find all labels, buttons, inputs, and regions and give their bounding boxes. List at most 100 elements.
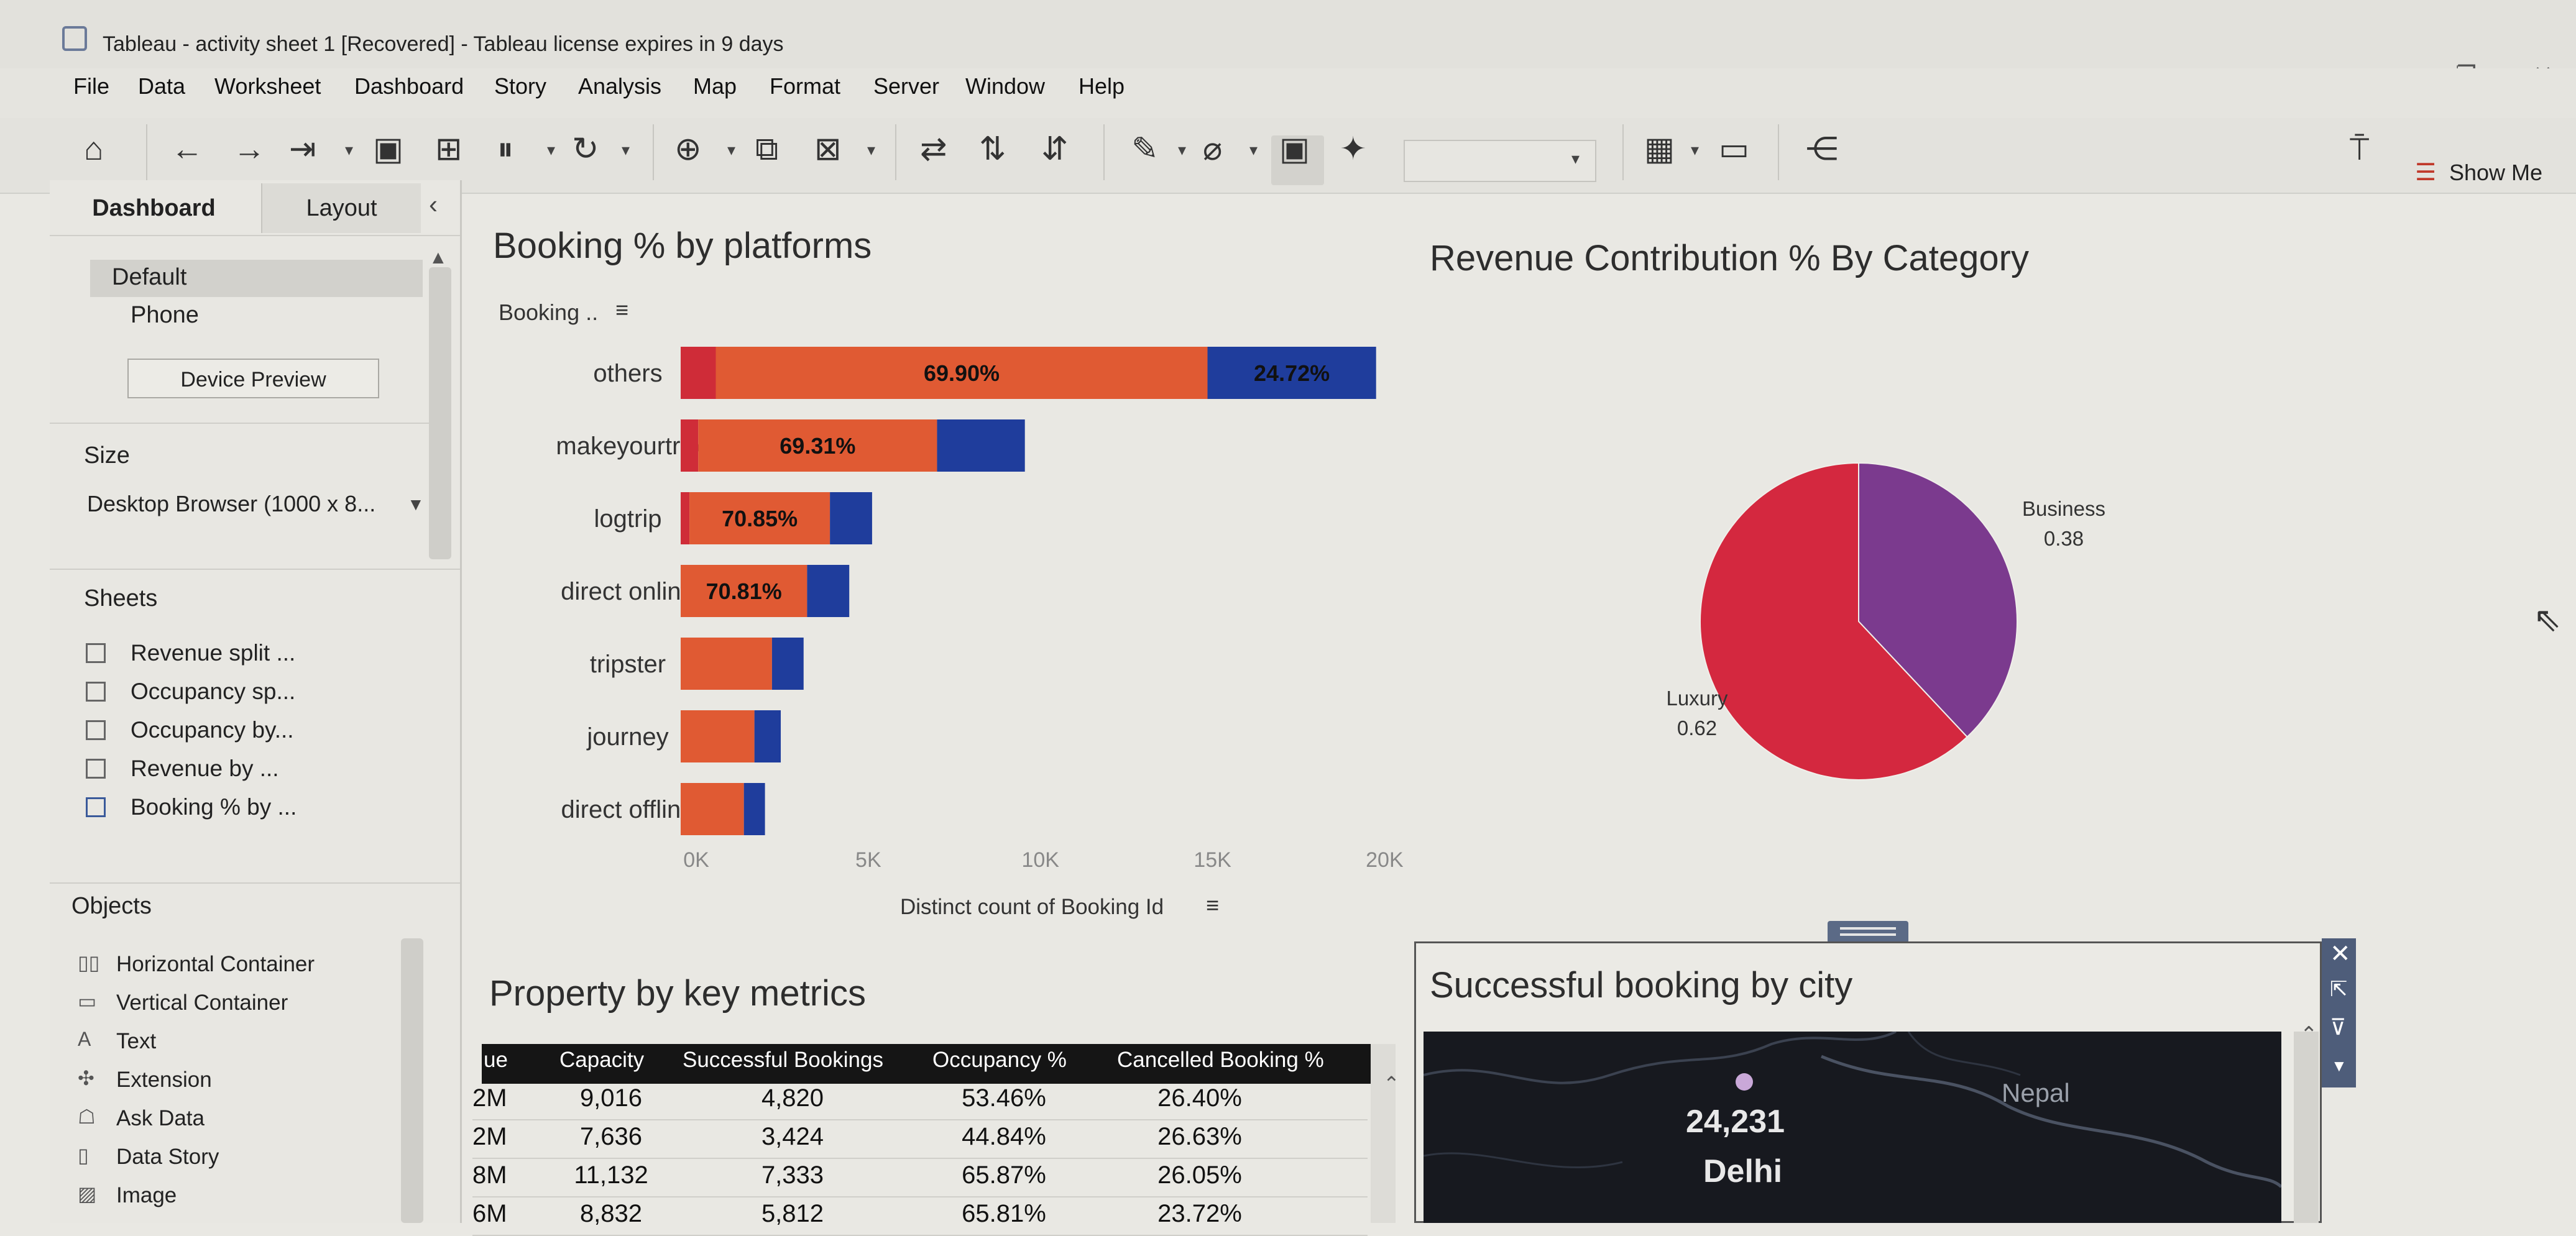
table-cell[interactable]: 3,424 [761,1123,824,1150]
scroll-up-icon[interactable]: ⌃ [1383,1073,1400,1095]
tab-layout[interactable]: Layout [261,183,421,233]
object-ask-data[interactable]: Ask Data [116,1106,205,1130]
highlight-icon[interactable]: ✎ [1131,131,1159,167]
menu-file[interactable]: File [73,73,110,99]
table-cell[interactable]: 5,812 [761,1200,824,1227]
menu-format[interactable]: Format [770,73,841,99]
table-cell[interactable]: 65.81% [962,1200,1046,1227]
chevron-down-icon[interactable]: ▾ [1249,140,1258,159]
new-data-source-icon[interactable]: ⊞ [435,131,462,167]
object-horizontal-container[interactable]: Horizontal Container [116,952,315,976]
object-data-story[interactable]: Data Story [116,1145,219,1169]
menu-data[interactable]: Data [138,73,186,99]
table-cell[interactable]: 8,832 [579,1200,643,1227]
home-icon[interactable]: ⌂ [84,131,104,167]
sheet-item[interactable]: Revenue by ... [131,756,279,781]
sheet-item[interactable]: Revenue split ... [131,640,296,666]
chevron-down-icon[interactable]: ▾ [622,140,630,159]
collapse-pane-icon[interactable]: ‹ [429,190,438,219]
object-vertical-container[interactable]: Vertical Container [116,991,288,1015]
sheet-item[interactable]: Booking % by ... [131,794,297,820]
table-cell[interactable]: 53.46% [962,1084,1046,1112]
menu-worksheet[interactable]: Worksheet [214,73,321,99]
paint-roller-icon[interactable]: ⍑ [2350,131,2370,167]
object-extension[interactable]: Extension [116,1068,212,1092]
group-members-icon[interactable]: ⌀ [1203,131,1223,167]
new-worksheet-icon[interactable]: ⊕ [674,131,702,167]
forward-icon[interactable]: → [233,131,265,167]
chevron-down-icon[interactable]: ▾ [727,140,736,159]
refresh-icon[interactable]: ↻ [572,131,599,167]
menu-story[interactable]: Story [494,73,547,99]
device-default-row[interactable] [90,260,423,297]
chevron-down-icon[interactable]: ▾ [1178,140,1187,159]
tab-dashboard[interactable]: Dashboard [59,183,249,233]
menu-map[interactable]: Map [693,73,737,99]
more-options-icon[interactable]: ▼ [2331,1056,2347,1075]
scroll-up-icon[interactable]: ⌃ [2300,1023,2318,1046]
menu-help[interactable]: Help [1079,73,1125,99]
go-to-sheet-icon[interactable]: ⇱ [2330,977,2348,1001]
save-icon[interactable]: ▣ [373,131,404,167]
table-cell[interactable]: 44.84% [962,1123,1046,1150]
table-cell[interactable]: 6M [472,1200,507,1227]
chevron-down-icon[interactable]: ▾ [345,140,354,159]
table-cell[interactable]: 23.72% [1157,1200,1242,1227]
sheet-item[interactable]: Occupancy by... [131,717,294,743]
table-cell[interactable]: 26.05% [1157,1161,1242,1189]
table-cell[interactable]: 26.63% [1157,1123,1242,1150]
column-header[interactable]: Cancelled Booking % [1117,1048,1324,1072]
column-header[interactable]: Successful Bookings [683,1048,883,1072]
sort-descending-icon[interactable]: ⇵ [1041,131,1069,167]
table-cell[interactable]: 2M [472,1123,507,1150]
share-icon[interactable]: ⋲ [1806,131,1838,167]
objects-scrollbar[interactable] [401,938,423,1223]
size-dropdown[interactable]: Desktop Browser (1000 x 8... [87,491,376,516]
table-cell[interactable]: 11,132 [574,1161,648,1189]
show-mark-labels-toggle[interactable] [1271,135,1324,185]
sort-ascending-icon[interactable]: ⇅ [979,131,1006,167]
pause-updates-icon[interactable]: ⏸ [497,131,514,167]
map-scrollbar[interactable] [2294,1032,2319,1223]
menu-window[interactable]: Window [965,73,1046,99]
presentation-mode-icon[interactable]: ▭ [1719,131,1750,167]
menu-server[interactable]: Server [873,73,940,99]
chevron-down-icon[interactable]: ▾ [1691,140,1700,159]
table-cell[interactable]: 9,016 [579,1084,643,1112]
show-cards-icon[interactable]: ▦ [1644,131,1675,167]
fit-dropdown[interactable] [1404,140,1596,182]
table-scrollbar[interactable] [1371,1044,1396,1223]
object-image[interactable]: Image [116,1183,177,1207]
booking-column-header[interactable]: Booking .. [499,300,599,325]
redo-icon[interactable]: ⇥ [289,131,316,167]
table-cell[interactable]: 4,820 [761,1084,824,1112]
show-me-button[interactable]: Show Me [2449,160,2543,185]
device-preview-button[interactable]: Device Preview [127,359,379,398]
column-header[interactable]: Occupancy % [932,1048,1067,1072]
column-header[interactable]: ue [484,1048,508,1072]
chevron-down-icon[interactable]: ▼ [407,495,425,514]
object-text[interactable]: Text [116,1029,157,1053]
duplicate-sheet-icon[interactable]: ⧉ [755,131,779,167]
table-cell[interactable]: 2M [472,1084,507,1112]
scroll-up-icon[interactable]: ▲ [429,247,448,268]
pin-icon[interactable]: ✦ [1340,131,1367,167]
sheet-item[interactable]: Occupancy sp... [131,679,296,704]
clear-sheet-icon[interactable]: ⊠ [814,131,842,167]
back-icon[interactable]: ← [171,131,203,167]
swap-rows-columns-icon[interactable]: ⇄ [920,131,947,167]
table-cell[interactable]: 65.87% [962,1161,1046,1189]
column-header[interactable]: Capacity [559,1048,645,1072]
sort-icon[interactable]: ≡ [615,297,629,323]
chevron-down-icon[interactable]: ▾ [547,140,556,159]
device-list-scrollbar[interactable] [429,267,451,559]
table-cell[interactable]: 7,333 [761,1161,824,1189]
city-marker[interactable] [1736,1073,1753,1091]
city-map[interactable] [1424,1032,2281,1223]
chevron-down-icon[interactable]: ▾ [867,140,876,159]
menu-analysis[interactable]: Analysis [578,73,662,99]
device-phone[interactable]: Phone [131,302,199,328]
container-drag-handle[interactable] [1828,921,1908,943]
table-cell[interactable]: 8M [472,1161,507,1189]
filter-icon[interactable]: ⊽ [2330,1014,2347,1040]
